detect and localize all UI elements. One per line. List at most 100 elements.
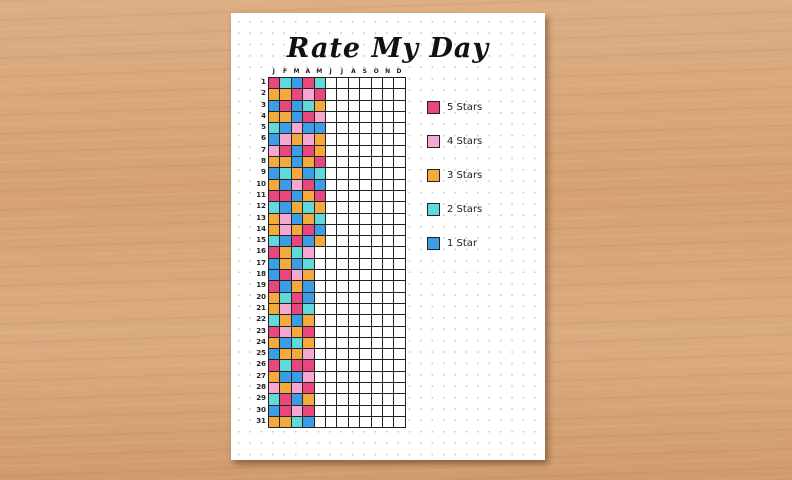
rating-cell[interactable] xyxy=(347,280,361,293)
rating-cell[interactable] xyxy=(324,314,338,327)
rating-cell[interactable] xyxy=(279,76,292,90)
rating-cell[interactable] xyxy=(290,336,304,350)
rating-cell[interactable] xyxy=(279,415,292,429)
rating-cell[interactable] xyxy=(347,167,361,180)
rating-cell[interactable] xyxy=(370,280,383,293)
rating-cell[interactable] xyxy=(347,99,361,112)
rating-cell[interactable] xyxy=(359,144,372,158)
rating-cell[interactable] xyxy=(393,370,406,384)
rating-cell[interactable] xyxy=(302,178,315,191)
rating-cell[interactable] xyxy=(336,99,349,112)
rating-cell[interactable] xyxy=(393,404,406,417)
rating-cell[interactable] xyxy=(324,246,338,259)
rating-cell[interactable] xyxy=(359,110,372,124)
rating-cell[interactable] xyxy=(267,302,281,316)
rating-cell[interactable] xyxy=(324,325,338,338)
rating-cell[interactable] xyxy=(370,404,383,417)
rating-cell[interactable] xyxy=(347,144,361,158)
rating-cell[interactable] xyxy=(347,404,361,417)
rating-cell[interactable] xyxy=(279,246,292,259)
rating-cell[interactable] xyxy=(279,382,292,395)
rating-cell[interactable] xyxy=(279,302,292,316)
rating-cell[interactable] xyxy=(290,393,304,406)
rating-cell[interactable] xyxy=(347,336,361,350)
rating-cell[interactable] xyxy=(393,325,406,338)
rating-cell[interactable] xyxy=(381,325,395,338)
rating-cell[interactable] xyxy=(279,314,292,327)
rating-cell[interactable] xyxy=(313,133,326,146)
rating-cell[interactable] xyxy=(313,212,326,225)
rating-cell[interactable] xyxy=(313,144,326,158)
rating-cell[interactable] xyxy=(336,348,349,361)
rating-cell[interactable] xyxy=(336,359,349,372)
rating-cell[interactable] xyxy=(267,99,281,112)
rating-cell[interactable] xyxy=(290,257,304,271)
rating-cell[interactable] xyxy=(336,167,349,180)
rating-cell[interactable] xyxy=(370,110,383,124)
rating-cell[interactable] xyxy=(313,246,326,259)
rating-cell[interactable] xyxy=(267,291,281,304)
rating-cell[interactable] xyxy=(267,280,281,293)
rating-cell[interactable] xyxy=(279,257,292,271)
rating-cell[interactable] xyxy=(393,189,406,203)
rating-cell[interactable] xyxy=(279,167,292,180)
rating-cell[interactable] xyxy=(313,189,326,203)
rating-cell[interactable] xyxy=(370,167,383,180)
rating-cell[interactable] xyxy=(324,291,338,304)
rating-cell[interactable] xyxy=(279,325,292,338)
rating-cell[interactable] xyxy=(347,110,361,124)
rating-cell[interactable] xyxy=(267,110,281,124)
rating-cell[interactable] xyxy=(393,201,406,214)
rating-cell[interactable] xyxy=(313,156,326,169)
rating-cell[interactable] xyxy=(393,302,406,316)
rating-cell[interactable] xyxy=(290,201,304,214)
rating-cell[interactable] xyxy=(336,178,349,191)
rating-cell[interactable] xyxy=(279,348,292,361)
rating-cell[interactable] xyxy=(279,122,292,135)
rating-cell[interactable] xyxy=(393,88,406,101)
rating-cell[interactable] xyxy=(302,133,315,146)
rating-cell[interactable] xyxy=(381,370,395,384)
rating-cell[interactable] xyxy=(336,201,349,214)
rating-cell[interactable] xyxy=(336,144,349,158)
rating-cell[interactable] xyxy=(302,393,315,406)
rating-cell[interactable] xyxy=(359,393,372,406)
rating-cell[interactable] xyxy=(313,76,326,90)
rating-cell[interactable] xyxy=(336,76,349,90)
rating-cell[interactable] xyxy=(381,393,395,406)
rating-cell[interactable] xyxy=(290,133,304,146)
rating-cell[interactable] xyxy=(302,235,315,248)
rating-cell[interactable] xyxy=(347,291,361,304)
rating-cell[interactable] xyxy=(324,122,338,135)
rating-cell[interactable] xyxy=(370,257,383,271)
rating-cell[interactable] xyxy=(302,314,315,327)
rating-cell[interactable] xyxy=(267,76,281,90)
rating-cell[interactable] xyxy=(267,314,281,327)
rating-cell[interactable] xyxy=(313,99,326,112)
rating-cell[interactable] xyxy=(370,201,383,214)
rating-cell[interactable] xyxy=(336,336,349,350)
rating-cell[interactable] xyxy=(381,291,395,304)
rating-cell[interactable] xyxy=(336,291,349,304)
rating-cell[interactable] xyxy=(290,302,304,316)
rating-cell[interactable] xyxy=(302,144,315,158)
rating-cell[interactable] xyxy=(393,348,406,361)
rating-cell[interactable] xyxy=(381,76,395,90)
rating-cell[interactable] xyxy=(381,269,395,282)
rating-cell[interactable] xyxy=(324,88,338,101)
rating-cell[interactable] xyxy=(279,156,292,169)
rating-cell[interactable] xyxy=(336,257,349,271)
rating-cell[interactable] xyxy=(267,144,281,158)
rating-cell[interactable] xyxy=(370,415,383,429)
rating-cell[interactable] xyxy=(279,269,292,282)
rating-cell[interactable] xyxy=(290,122,304,135)
rating-cell[interactable] xyxy=(381,88,395,101)
rating-cell[interactable] xyxy=(381,359,395,372)
rating-cell[interactable] xyxy=(381,122,395,135)
rating-cell[interactable] xyxy=(393,246,406,259)
rating-cell[interactable] xyxy=(279,189,292,203)
rating-cell[interactable] xyxy=(393,110,406,124)
rating-cell[interactable] xyxy=(302,257,315,271)
rating-cell[interactable] xyxy=(393,167,406,180)
rating-cell[interactable] xyxy=(267,133,281,146)
